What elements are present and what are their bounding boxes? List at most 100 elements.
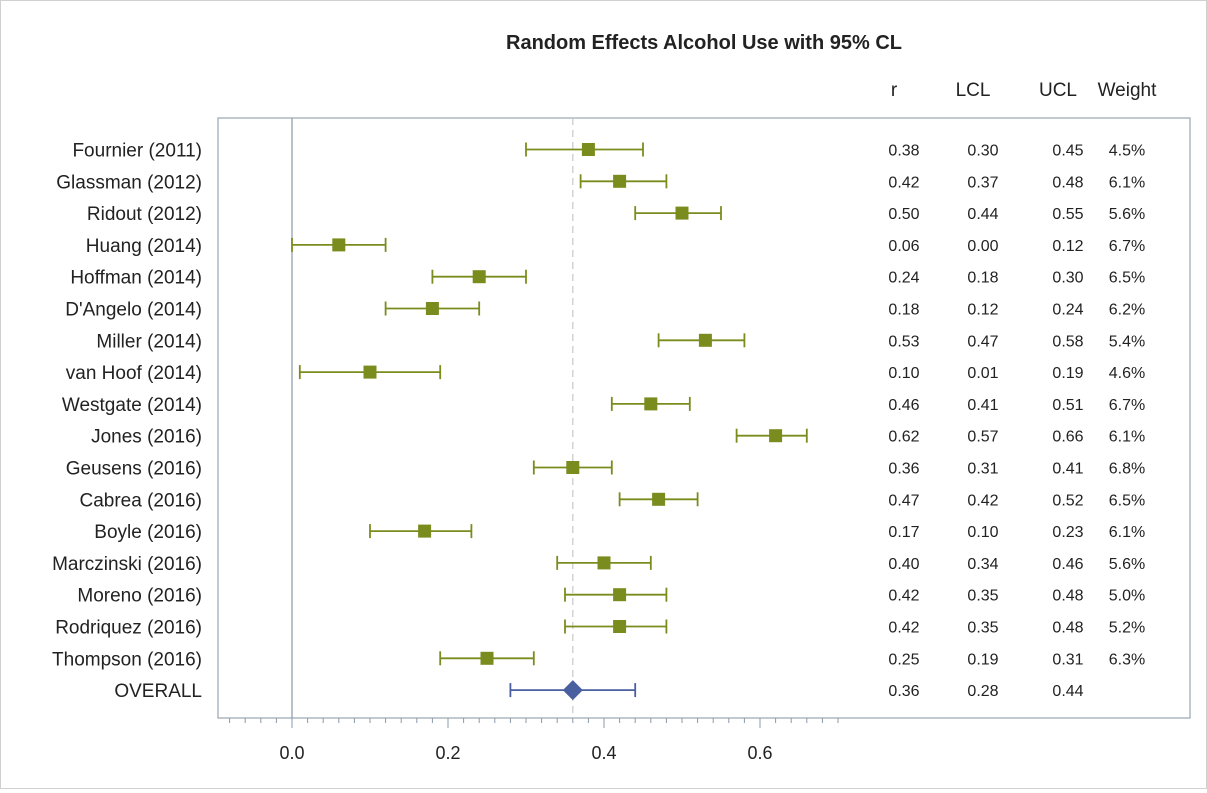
- study-row: Fournier (2011) 0.38 0.30 0.45 4.5%: [72, 141, 1145, 162]
- weight-value: 6.7%: [1109, 397, 1145, 414]
- ucl-value: 0.55: [1052, 206, 1083, 223]
- study-row: Huang (2014) 0.06 0.00 0.12 6.7%: [86, 236, 1145, 257]
- lcl-value: 0.10: [967, 524, 998, 541]
- study-row: Ridout (2012) 0.50 0.44 0.55 5.6%: [87, 204, 1145, 225]
- weight-value: 6.1%: [1109, 524, 1145, 541]
- r-value: 0.24: [888, 270, 919, 287]
- x-tick-label: 0.0: [279, 743, 304, 763]
- ucl-value: 0.52: [1052, 492, 1083, 509]
- ucl-value: 0.31: [1052, 651, 1083, 668]
- r-value: 0.36: [888, 461, 919, 478]
- effect-marker: [675, 206, 689, 220]
- study-label: van Hoof (2014): [66, 363, 202, 384]
- effect-marker: [652, 492, 666, 506]
- ucl-value: 0.12: [1052, 238, 1083, 255]
- lcl-value: 0.12: [967, 302, 998, 319]
- lcl-value: 0.57: [967, 429, 998, 446]
- r-value: 0.42: [888, 588, 919, 605]
- lcl-value: 0.19: [967, 651, 998, 668]
- r-value: 0.47: [888, 492, 919, 509]
- study-row: Hoffman (2014) 0.24 0.18 0.30 6.5%: [70, 268, 1145, 289]
- weight-value: 6.5%: [1109, 270, 1145, 287]
- study-label: Boyle (2016): [94, 522, 202, 543]
- lcl-value: 0.37: [967, 174, 998, 191]
- r-value: 0.50: [888, 206, 919, 223]
- overall-row: OVERALL 0.36 0.28 0.44: [114, 680, 1084, 702]
- r-value: 0.46: [888, 397, 919, 414]
- r-value: 0.06: [888, 238, 919, 255]
- study-label: Glassman (2012): [56, 172, 202, 193]
- r-value: 0.18: [888, 302, 919, 319]
- effect-marker: [613, 174, 627, 188]
- ucl-value: 0.48: [1052, 588, 1083, 605]
- effect-marker: [425, 302, 439, 315]
- weight-value: 6.3%: [1109, 651, 1145, 668]
- r-value: 0.17: [888, 524, 919, 541]
- r-value: 0.36: [888, 683, 919, 700]
- weight-value: 6.8%: [1109, 461, 1145, 478]
- weight-value: 6.1%: [1109, 429, 1145, 446]
- lcl-value: 0.35: [967, 588, 998, 605]
- r-value: 0.42: [888, 174, 919, 191]
- lcl-value: 0.30: [967, 143, 998, 160]
- study-row: Westgate (2014) 0.46 0.41 0.51 6.7%: [62, 395, 1145, 416]
- weight-value: 5.6%: [1109, 556, 1145, 573]
- study-row: Jones (2016) 0.62 0.57 0.66 6.1%: [91, 427, 1145, 448]
- study-label: Miller (2014): [96, 331, 202, 352]
- column-header-r: r: [891, 80, 898, 101]
- ucl-value: 0.41: [1052, 461, 1083, 478]
- study-label: Cabrea (2016): [79, 490, 202, 511]
- ucl-value: 0.66: [1052, 429, 1083, 446]
- weight-value: 6.1%: [1109, 174, 1145, 191]
- effect-marker: [418, 524, 432, 538]
- overall-label: OVERALL: [114, 681, 202, 702]
- x-tick-label: 0.4: [591, 743, 616, 763]
- ucl-value: 0.48: [1052, 174, 1083, 191]
- study-label: Thompson (2016): [52, 649, 202, 670]
- study-row: Miller (2014) 0.53 0.47 0.58 5.4%: [96, 331, 1145, 352]
- study-row: Geusens (2016) 0.36 0.31 0.41 6.8%: [66, 459, 1145, 480]
- lcl-value: 0.47: [967, 333, 998, 350]
- ucl-value: 0.23: [1052, 524, 1083, 541]
- effect-marker: [613, 620, 627, 633]
- study-row: Thompson (2016) 0.25 0.19 0.31 6.3%: [52, 649, 1145, 670]
- effect-marker: [332, 238, 346, 252]
- r-value: 0.53: [888, 333, 919, 350]
- weight-value: 4.6%: [1109, 365, 1145, 382]
- column-headers: r LCL UCL Weight: [891, 80, 1157, 101]
- lcl-value: 0.35: [967, 620, 998, 637]
- weight-value: 4.5%: [1109, 143, 1145, 160]
- study-row: van Hoof (2014) 0.10 0.01 0.19 4.6%: [66, 363, 1145, 384]
- study-label: Geusens (2016): [66, 459, 202, 480]
- study-label: Jones (2016): [91, 427, 202, 448]
- effect-marker: [644, 397, 658, 411]
- r-value: 0.40: [888, 556, 919, 573]
- study-row: Marczinski (2016) 0.40 0.34 0.46 5.6%: [52, 554, 1145, 575]
- study-row: Glassman (2012) 0.42 0.37 0.48 6.1%: [56, 172, 1145, 193]
- weight-value: 5.6%: [1109, 206, 1145, 223]
- x-tick-label: 0.2: [435, 743, 460, 763]
- study-label: D'Angelo (2014): [65, 300, 202, 321]
- lcl-value: 0.01: [967, 365, 998, 382]
- lcl-value: 0.34: [967, 556, 998, 573]
- study-label: Huang (2014): [86, 236, 202, 257]
- ucl-value: 0.24: [1052, 302, 1083, 319]
- weight-value: 5.2%: [1109, 620, 1145, 637]
- r-value: 0.42: [888, 620, 919, 637]
- study-label: Ridout (2012): [87, 204, 202, 225]
- r-value: 0.62: [888, 429, 919, 446]
- effect-marker: [698, 333, 712, 347]
- ucl-value: 0.45: [1052, 143, 1083, 160]
- lcl-value: 0.31: [967, 461, 998, 478]
- column-header-lcl: LCL: [956, 80, 991, 101]
- study-row: D'Angelo (2014) 0.18 0.12 0.24 6.2%: [65, 300, 1145, 321]
- ucl-value: 0.30: [1052, 270, 1083, 287]
- r-value: 0.10: [888, 365, 919, 382]
- effect-marker: [480, 651, 494, 665]
- overall-diamond-marker: [562, 680, 583, 701]
- r-value: 0.38: [888, 143, 919, 160]
- lcl-value: 0.44: [967, 206, 998, 223]
- effect-marker: [581, 143, 595, 156]
